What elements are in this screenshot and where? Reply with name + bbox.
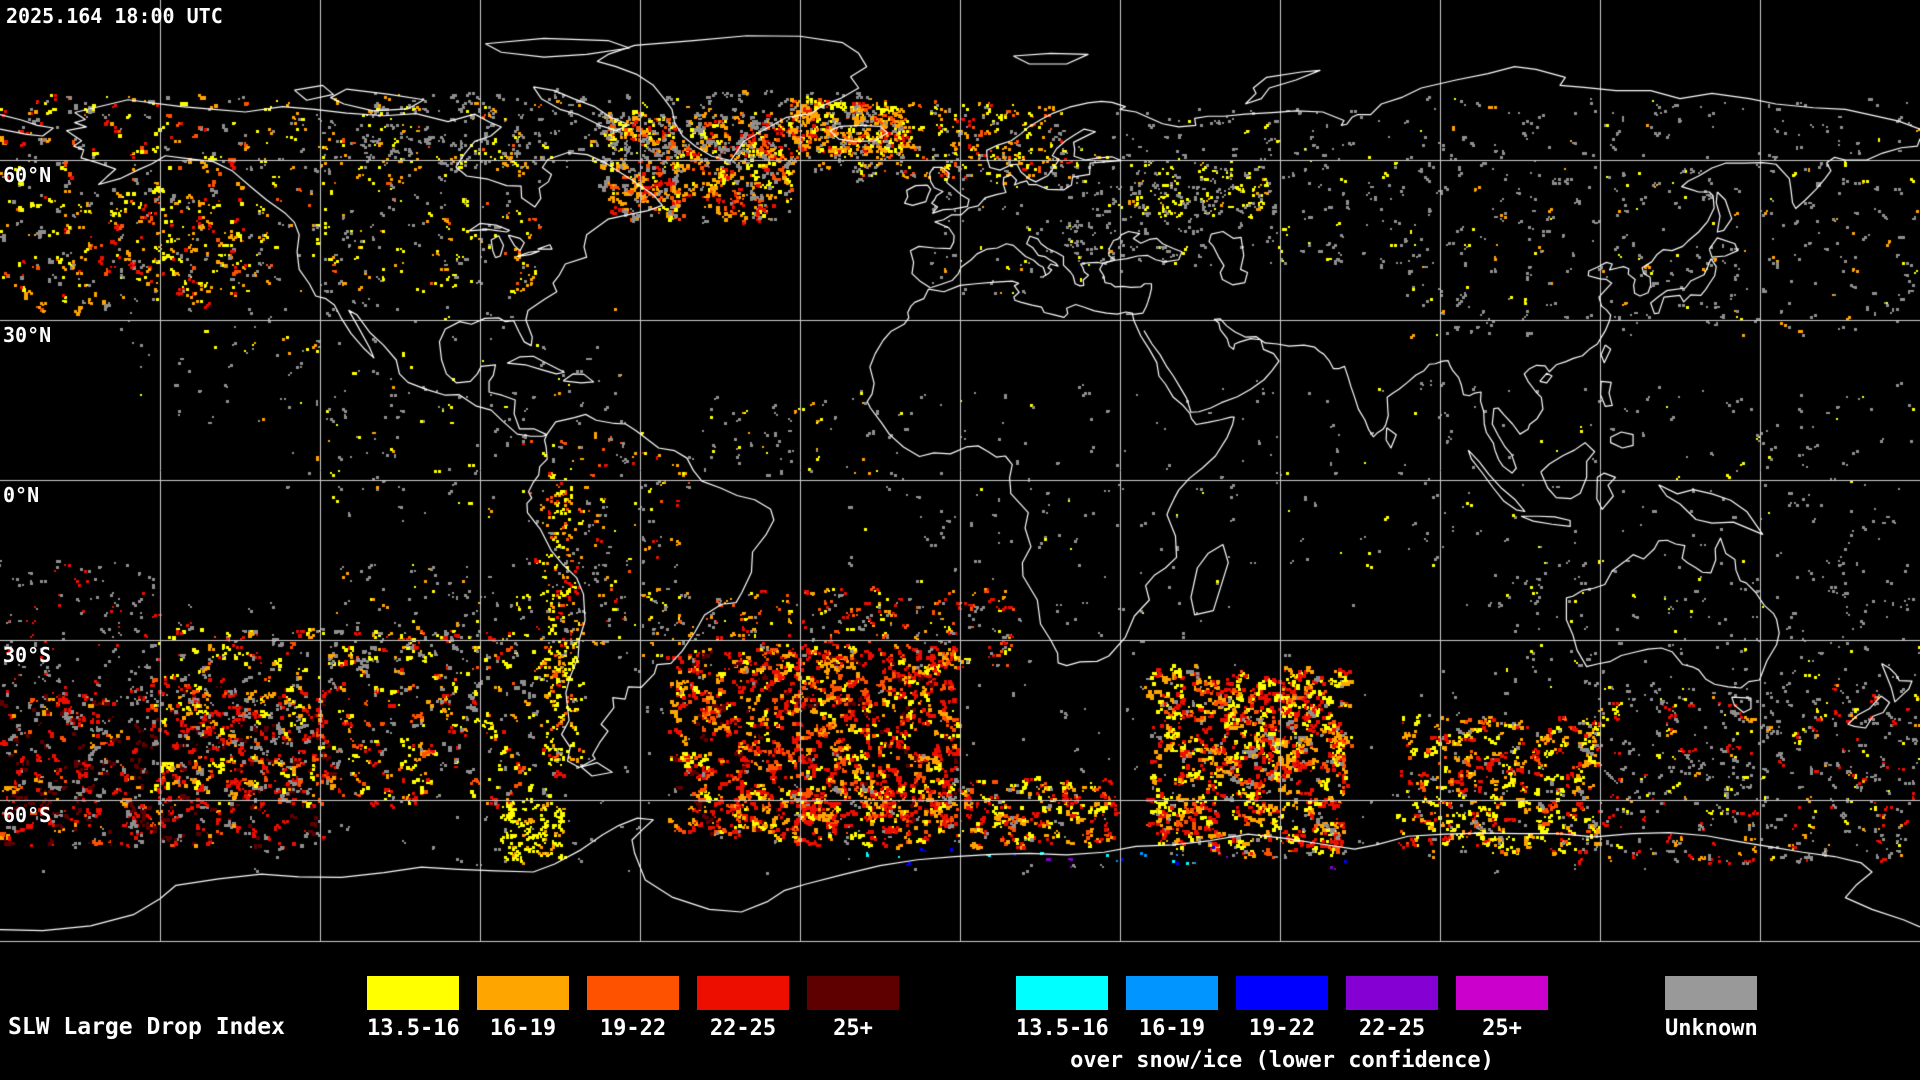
legend-swatch: [697, 976, 789, 1010]
legend-item: 16-19: [477, 976, 569, 1041]
legend-swatch-label: 13.5-16: [367, 1016, 460, 1041]
legend-item: 25+: [1456, 976, 1548, 1041]
legend-swatch: [1456, 976, 1548, 1010]
legend-item: Unknown: [1665, 976, 1758, 1041]
lat-label-30n: 30°N: [3, 323, 52, 347]
lat-label-0n: 0°N: [3, 483, 40, 507]
legend-item: 19-22: [587, 976, 679, 1041]
legend-swatch-label: 16-19: [489, 1016, 557, 1041]
lat-label-60n: 60°N: [3, 163, 52, 187]
legend-swatch-label: 16-19: [1138, 1016, 1206, 1041]
lat-label-60s: 60°S: [3, 803, 52, 827]
legend-swatch: [1016, 976, 1108, 1010]
legend-swatch: [1126, 976, 1218, 1010]
legend-snow-ice-group: 13.5-16 16-19 19-22 22-25 25+: [1016, 976, 1548, 1041]
legend-item: 13.5-16: [367, 976, 460, 1041]
legend-item: 16-19: [1126, 976, 1218, 1041]
legend-swatch-label: 13.5-16: [1016, 1016, 1109, 1041]
timestamp: 2025.164 18:00 UTC: [6, 4, 223, 28]
world-map-canvas: [0, 0, 1920, 960]
legend-swatch: [1665, 976, 1757, 1010]
snow-ice-caption: over snow/ice (lower confidence): [1070, 1048, 1494, 1073]
legend-swatch-label: Unknown: [1665, 1016, 1758, 1041]
legend-item: 22-25: [697, 976, 789, 1041]
legend-swatch-label: 22-25: [1358, 1016, 1426, 1041]
legend-swatch: [367, 976, 459, 1010]
legend-item: 25+: [807, 976, 899, 1041]
lat-label-30s: 30°S: [3, 643, 52, 667]
legend-swatch-label: 19-22: [599, 1016, 667, 1041]
legend-title: SLW Large Drop Index: [8, 1014, 285, 1040]
legend-swatch: [587, 976, 679, 1010]
legend-swatch-label: 22-25: [709, 1016, 777, 1041]
legend-swatch-label: 19-22: [1248, 1016, 1316, 1041]
legend-swatch: [1346, 976, 1438, 1010]
legend-swatch: [807, 976, 899, 1010]
legend-swatch-label: 25+: [833, 1016, 873, 1041]
legend: SLW Large Drop Index 13.5-16 16-19 19-22…: [0, 960, 1920, 1080]
legend-item: 19-22: [1236, 976, 1328, 1041]
legend-item: 22-25: [1346, 976, 1438, 1041]
legend-swatch-label: 25+: [1482, 1016, 1522, 1041]
legend-item: 13.5-16: [1016, 976, 1109, 1041]
legend-unknown-group: Unknown: [1665, 976, 1758, 1041]
legend-swatch: [1236, 976, 1328, 1010]
legend-swatch: [477, 976, 569, 1010]
legend-primary-group: 13.5-16 16-19 19-22 22-25 25+: [367, 976, 899, 1041]
